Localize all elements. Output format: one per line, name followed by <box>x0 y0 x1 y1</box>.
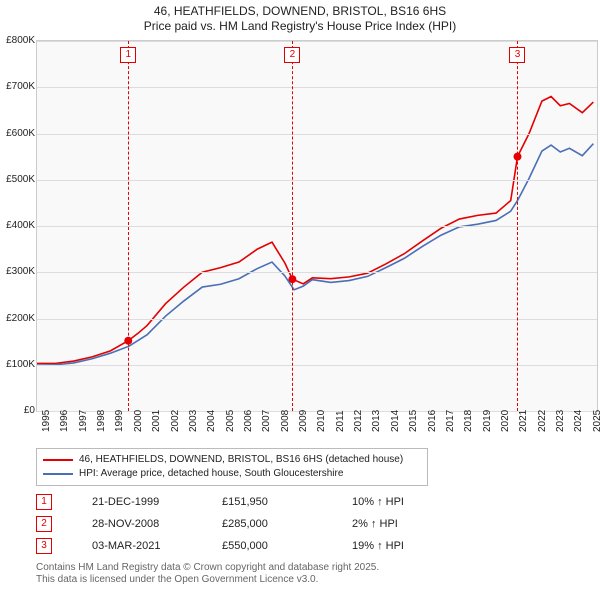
sale-marker-line <box>517 41 518 411</box>
legend-label: HPI: Average price, detached house, Sout… <box>79 467 343 481</box>
sale-price: £285,000 <box>222 518 352 530</box>
y-tick-label: £400K <box>1 220 35 231</box>
gridline <box>37 134 597 135</box>
gridline <box>37 272 597 273</box>
sale-number-box: 1 <box>36 494 52 510</box>
x-tick-label: 2025 <box>592 410 600 432</box>
price-chart: £0£100K£200K£300K£400K£500K£600K£700K£80… <box>36 40 598 412</box>
legend-swatch <box>43 473 73 475</box>
sale-number-box: 3 <box>36 538 52 554</box>
sales-table: 1 21-DEC-1999£151,95010% ↑ HPI 2 28-NOV-200… <box>36 494 404 560</box>
x-tick-label: 2003 <box>188 410 199 432</box>
legend-row: HPI: Average price, detached house, Sout… <box>43 467 421 481</box>
gridline <box>37 365 597 366</box>
x-tick-label: 2002 <box>170 410 181 432</box>
y-tick-label: £200K <box>1 313 35 324</box>
sale-hpi: 19% ↑ HPI <box>352 540 404 552</box>
x-tick-label: 2001 <box>151 410 162 432</box>
x-tick-label: 2006 <box>243 410 254 432</box>
sale-marker-box: 3 <box>509 47 525 63</box>
sale-price: £550,000 <box>222 540 352 552</box>
sale-row: 2 28-NOV-2008£285,0002% ↑ HPI <box>36 516 404 532</box>
sale-row: 1 21-DEC-1999£151,95010% ↑ HPI <box>36 494 404 510</box>
x-tick-label: 2018 <box>463 410 474 432</box>
sale-marker-line <box>128 41 129 411</box>
x-tick-label: 2020 <box>500 410 511 432</box>
gridline <box>37 319 597 320</box>
sale-marker-box: 2 <box>284 47 300 63</box>
legend: 46, HEATHFIELDS, DOWNEND, BRISTOL, BS16 … <box>36 448 428 486</box>
x-tick-label: 2017 <box>445 410 456 432</box>
x-tick-label: 2013 <box>371 410 382 432</box>
y-tick-label: £100K <box>1 359 35 370</box>
x-tick-label: 2000 <box>133 410 144 432</box>
x-tick-label: 2024 <box>573 410 584 432</box>
y-tick-label: £700K <box>1 81 35 92</box>
x-tick-label: 1999 <box>114 410 125 432</box>
x-tick-label: 2010 <box>316 410 327 432</box>
x-tick-label: 2012 <box>353 410 364 432</box>
sale-hpi: 10% ↑ HPI <box>352 496 404 508</box>
series-hpi <box>37 144 593 366</box>
title-line-2: Price paid vs. HM Land Registry's House … <box>0 19 600 34</box>
series-price_paid <box>37 97 593 364</box>
x-tick-label: 2009 <box>298 410 309 432</box>
x-tick-label: 2007 <box>261 410 272 432</box>
attribution: Contains HM Land Registry data © Crown c… <box>36 562 379 586</box>
gridline <box>37 87 597 88</box>
legend-swatch <box>43 459 73 461</box>
x-tick-label: 2021 <box>518 410 529 432</box>
attribution-line-2: This data is licensed under the Open Gov… <box>36 574 379 586</box>
gridline <box>37 226 597 227</box>
y-tick-label: £0 <box>1 405 35 416</box>
sale-date: 21-DEC-1999 <box>92 496 222 508</box>
x-tick-label: 1995 <box>41 410 52 432</box>
sale-number-box: 2 <box>36 516 52 532</box>
x-tick-label: 2016 <box>427 410 438 432</box>
x-tick-label: 2014 <box>390 410 401 432</box>
sale-hpi: 2% ↑ HPI <box>352 518 398 530</box>
x-tick-label: 2008 <box>280 410 291 432</box>
sale-marker-box: 1 <box>120 47 136 63</box>
figure: { "title": { "line1": "46, HEATHFIELDS, … <box>0 0 600 590</box>
gridline <box>37 180 597 181</box>
x-tick-label: 2015 <box>408 410 419 432</box>
x-tick-label: 2011 <box>335 410 346 432</box>
y-tick-label: £600K <box>1 128 35 139</box>
legend-row: 46, HEATHFIELDS, DOWNEND, BRISTOL, BS16 … <box>43 453 421 467</box>
x-tick-label: 2023 <box>555 410 566 432</box>
x-tick-label: 1998 <box>96 410 107 432</box>
attribution-line-1: Contains HM Land Registry data © Crown c… <box>36 562 379 574</box>
x-tick-label: 2004 <box>206 410 217 432</box>
y-tick-label: £800K <box>1 35 35 46</box>
sale-date: 28-NOV-2008 <box>92 518 222 530</box>
chart-titles: 46, HEATHFIELDS, DOWNEND, BRISTOL, BS16 … <box>0 4 600 34</box>
x-tick-label: 2022 <box>537 410 548 432</box>
sale-row: 3 03-MAR-2021£550,00019% ↑ HPI <box>36 538 404 554</box>
x-tick-label: 2019 <box>482 410 493 432</box>
sale-marker-line <box>292 41 293 411</box>
y-tick-label: £500K <box>1 174 35 185</box>
sale-date: 03-MAR-2021 <box>92 540 222 552</box>
legend-label: 46, HEATHFIELDS, DOWNEND, BRISTOL, BS16 … <box>79 453 403 467</box>
x-tick-label: 1996 <box>59 410 70 432</box>
x-tick-label: 2005 <box>225 410 236 432</box>
sale-price: £151,950 <box>222 496 352 508</box>
gridline <box>37 41 597 42</box>
title-line-1: 46, HEATHFIELDS, DOWNEND, BRISTOL, BS16 … <box>0 4 600 19</box>
y-tick-label: £300K <box>1 266 35 277</box>
x-tick-label: 1997 <box>78 410 89 432</box>
